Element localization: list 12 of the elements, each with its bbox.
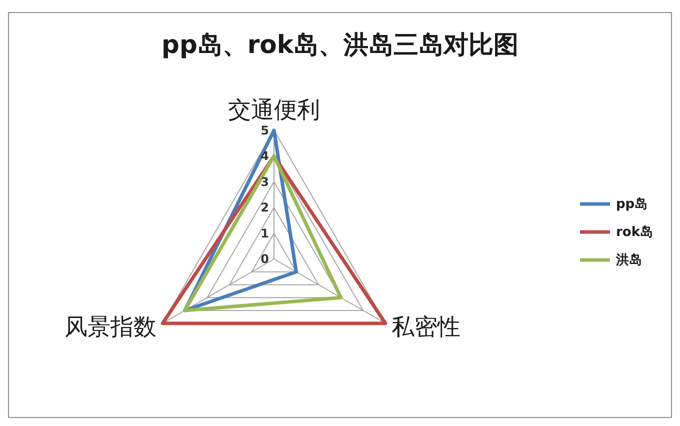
chart-title: pp岛、rok岛、洪岛三岛对比图 [162, 30, 518, 59]
legend-label: rok岛 [616, 225, 653, 240]
legend-label: pp岛 [616, 197, 648, 212]
spoke-label: 私密性 [391, 314, 460, 340]
y-tick-label: 3 [260, 174, 269, 189]
y-tick-label: 1 [260, 226, 269, 240]
y-tick-label: 0 [260, 252, 269, 266]
spoke-label: 交通便利 [228, 97, 320, 124]
legend-label: 洪岛 [615, 253, 642, 268]
spoke-label: 风景指数 [64, 314, 157, 340]
y-tick-label: 2 [260, 200, 269, 215]
y-tick-label: 5 [260, 123, 269, 138]
